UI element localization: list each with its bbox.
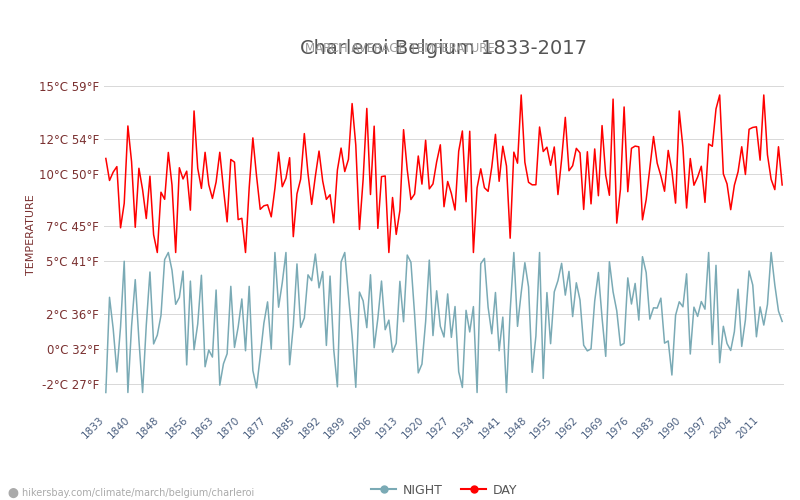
Legend: NIGHT, DAY: NIGHT, DAY	[366, 479, 522, 500]
Text: ⬤ hikersbay.com/climate/march/belgium/charleroi: ⬤ hikersbay.com/climate/march/belgium/ch…	[8, 488, 254, 498]
Title: Charleroi Belgium 1833-2017: Charleroi Belgium 1833-2017	[301, 40, 587, 58]
Y-axis label: TEMPERATURE: TEMPERATURE	[26, 194, 35, 276]
Text: MARCH AVERAGE TEMPERATURE: MARCH AVERAGE TEMPERATURE	[305, 42, 495, 56]
